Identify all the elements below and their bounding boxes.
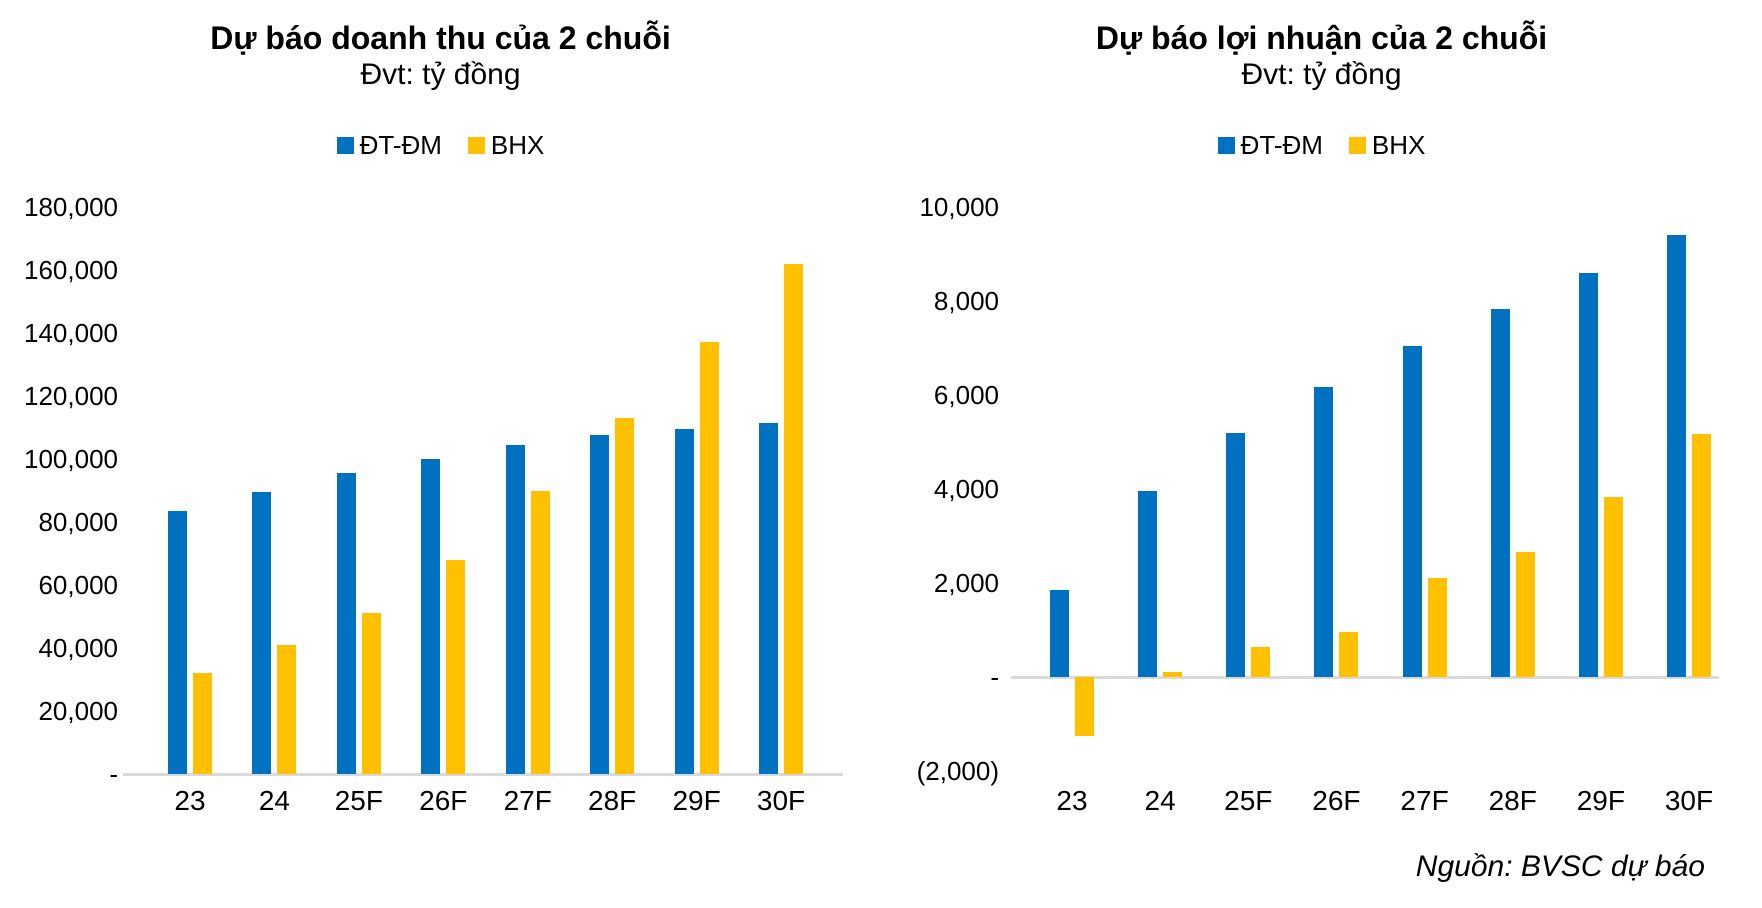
- bar-ĐT-ĐM-30F: [759, 422, 778, 774]
- y-tick-label: 100,000: [24, 444, 118, 474]
- bar-BHX-29F: [699, 342, 719, 774]
- x-tick-label-28F: 28F: [1488, 785, 1537, 816]
- revenue-plot-area: - 20,000 40,000 60,000 80,000 100,000 120,000 1…: [24, 192, 843, 816]
- bar-ĐT-ĐM-25F: [336, 473, 356, 774]
- dtdm-legend-label: ĐT-ĐM: [359, 129, 442, 160]
- x-axis-line: [123, 772, 843, 776]
- y-tick-label: 140,000: [24, 318, 118, 348]
- x-tick-label-26F: 26F: [1312, 785, 1361, 816]
- legend-item-bhx: BHX: [1348, 129, 1426, 161]
- x-tick-label-29F: 29F: [672, 785, 721, 816]
- bar-BHX-24: [277, 644, 297, 774]
- bar-ĐT-ĐM-23: [168, 510, 187, 774]
- y-tick-label: 120,000: [24, 381, 118, 411]
- revenue-chart-subtitle: Đvt: tỷ đồng: [360, 58, 521, 91]
- x-tick-label-29F: 29F: [1576, 785, 1625, 816]
- bar-BHX-28F: [615, 418, 635, 774]
- dtdm-swatch-icon: [1217, 136, 1235, 154]
- y-tick-label: 180,000: [24, 192, 118, 222]
- bar-ĐT-ĐM-23: [1050, 590, 1069, 677]
- bar-ĐT-ĐM-26F: [421, 459, 441, 774]
- bar-ĐT-ĐM-28F: [1490, 308, 1510, 677]
- bar-BHX-24: [1163, 672, 1183, 677]
- source-note: Nguồn: BVSC dự báo: [1415, 850, 1705, 883]
- y-tick-label: 4,000: [933, 474, 999, 504]
- legend-item-dtdm: ĐT-ĐM: [336, 129, 442, 161]
- y-tick-label: 20,000: [38, 696, 118, 726]
- bar-ĐT-ĐM-25F: [1226, 432, 1246, 677]
- bar-ĐT-ĐM-24: [252, 492, 272, 774]
- y-tick-label: 2,000: [933, 568, 999, 598]
- bar-BHX-30F: [1691, 434, 1711, 677]
- x-tick-label-24: 24: [258, 785, 290, 816]
- y-tick-label: (2,000): [916, 756, 999, 786]
- profit-chart: Dự báo lợi nhuận của 2 chuỗi Đvt: tỷ đồn…: [881, 0, 1762, 908]
- bar-BHX-29F: [1603, 496, 1623, 677]
- x-tick-label-24: 24: [1144, 785, 1176, 816]
- x-tick-label-23: 23: [174, 785, 206, 816]
- y-tick-label: 6,000: [933, 380, 999, 410]
- profit-plot-area: (2,000) - 2,000 4,000 6,000 8,000 10,000 23 24 25…: [881, 0, 1762, 908]
- x-tick-label-28F: 28F: [588, 785, 637, 816]
- bhx-swatch-icon: [467, 136, 485, 154]
- bar-BHX-23: [193, 673, 212, 774]
- revenue-chart-title: Dự báo doanh thu của 2 chuỗi: [210, 20, 671, 56]
- bar-BHX-26F: [1339, 631, 1359, 677]
- bar-ĐT-ĐM-26F: [1314, 387, 1334, 677]
- y-tick-label: 10,000: [919, 192, 999, 222]
- x-tick-label-25F: 25F: [1224, 785, 1273, 816]
- y-tick-label: 80,000: [38, 507, 118, 537]
- dtdm-legend-label: ĐT-ĐM: [1240, 129, 1323, 160]
- legend-item-dtdm: ĐT-ĐM: [1217, 129, 1323, 161]
- y-tick-label: 40,000: [38, 633, 118, 663]
- bhx-swatch-icon: [1348, 136, 1366, 154]
- x-tick-label-27F: 27F: [1400, 785, 1449, 816]
- bar-BHX-25F: [1251, 646, 1271, 677]
- bar-ĐT-ĐM-29F: [1578, 272, 1598, 677]
- x-tick-label-23: 23: [1056, 785, 1088, 816]
- bar-BHX-27F: [530, 490, 550, 774]
- profit-chart-legend: ĐT-ĐM BHX: [881, 130, 1762, 160]
- bar-BHX-27F: [1427, 578, 1447, 677]
- x-tick-label-26F: 26F: [419, 785, 468, 816]
- x-axis-line: [1011, 675, 1719, 679]
- revenue-chart: Dự báo doanh thu của 2 chuỗi Đvt: tỷ đồn…: [0, 20, 881, 816]
- x-tick-label-30F: 30F: [756, 785, 806, 816]
- x-tick-label-27F: 27F: [503, 785, 552, 816]
- bar-ĐT-ĐM-28F: [590, 435, 610, 774]
- dtdm-swatch-icon: [336, 136, 354, 154]
- bhx-legend-label: BHX: [1371, 129, 1426, 160]
- profit-chart-subtitle: Đvt: tỷ đồng: [1241, 58, 1402, 91]
- profit-chart-title: Dự báo lợi nhuận của 2 chuỗi: [1095, 20, 1548, 56]
- bar-ĐT-ĐM-30F: [1666, 235, 1686, 677]
- bar-ĐT-ĐM-27F: [1402, 345, 1422, 677]
- bar-BHX-28F: [1515, 552, 1535, 677]
- bar-BHX-23: [1075, 677, 1094, 736]
- y-tick-label: -: [990, 662, 999, 692]
- x-tick-label-30F: 30F: [1664, 785, 1714, 816]
- x-tick-label-25F: 25F: [334, 785, 383, 816]
- bar-ĐT-ĐM-29F: [674, 429, 694, 774]
- legend-item-bhx: BHX: [467, 129, 545, 161]
- bar-BHX-30F: [784, 263, 803, 774]
- bar-BHX-25F: [361, 613, 381, 774]
- bar-BHX-26F: [446, 559, 466, 774]
- bar-ĐT-ĐM-27F: [505, 444, 525, 774]
- revenue-chart-legend: ĐT-ĐM BHX: [0, 130, 881, 160]
- bar-ĐT-ĐM-24: [1138, 491, 1158, 677]
- y-tick-label: 8,000: [933, 286, 999, 316]
- bhx-legend-label: BHX: [490, 129, 545, 160]
- y-tick-label: -: [109, 759, 118, 789]
- y-tick-label: 60,000: [38, 570, 118, 600]
- y-tick-label: 160,000: [24, 255, 118, 285]
